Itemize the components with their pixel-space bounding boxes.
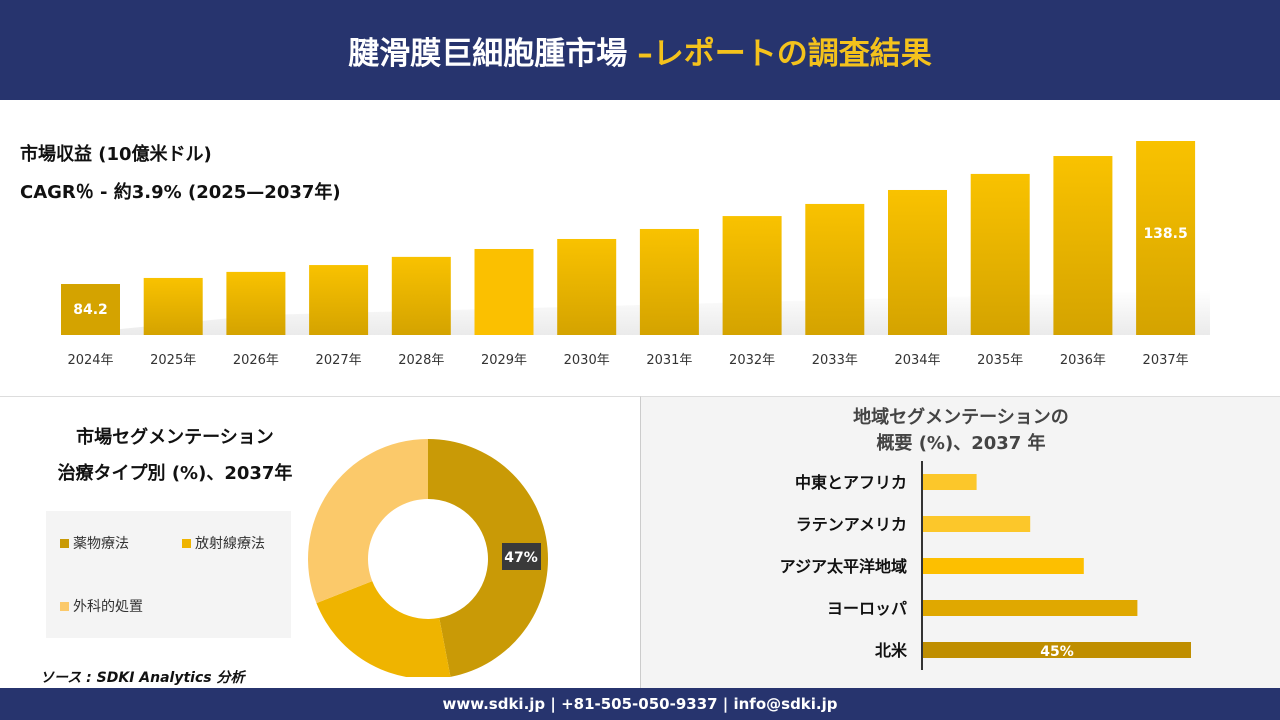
year-tick-label: 2037年 — [1143, 353, 1189, 368]
footer-contact: www.sdki.jp | +81-505-050-9337 | info@sd… — [0, 688, 1280, 720]
year-tick-label: 2028年 — [398, 353, 444, 368]
donut-slice — [316, 581, 451, 677]
legend-item: 放射線療法 — [182, 533, 265, 553]
revenue-bar — [143, 277, 203, 335]
region-label: 北米 — [875, 641, 908, 660]
region-label: アジア太平洋地域 — [780, 557, 907, 576]
year-tick-label: 2035年 — [977, 353, 1023, 368]
region-label: 中東とアフリカ — [795, 473, 907, 492]
year-tick-label: 2024年 — [67, 353, 113, 368]
year-tick-label: 2036年 — [1060, 353, 1106, 368]
legend-swatch — [182, 538, 191, 548]
year-tick-label: 2034年 — [894, 353, 940, 368]
revenue-bar — [61, 284, 120, 335]
region-label: ヨーロッパ — [827, 599, 907, 618]
segment-title-2: 治療タイプ別 (%)、2037年 — [57, 463, 293, 484]
year-tick-label: 2025年 — [150, 353, 196, 368]
region-bar — [923, 642, 1191, 658]
revenue-bar — [888, 189, 947, 335]
legend-item: 薬物療法 — [60, 533, 129, 553]
revenue-bar — [474, 248, 534, 335]
legend-item: 外科的処置 — [60, 596, 143, 616]
title-main: 腱滑膜巨細胞腫市場 — [348, 35, 628, 72]
revenue-bar — [309, 265, 369, 335]
legend-label: 外科的処置 — [73, 599, 143, 615]
revenue-label: 市場収益 (10億米ドル) — [20, 144, 212, 165]
revenue-bar — [226, 271, 286, 335]
treatment-donut-chart: 47% — [308, 439, 549, 677]
year-tick-label: 2029年 — [481, 353, 527, 368]
legend-swatch — [60, 601, 69, 611]
region-bar — [923, 516, 1031, 532]
bar-data-label: 138.5 — [1143, 226, 1187, 242]
region-title-1: 地域セグメンテーションの — [853, 407, 1069, 428]
revenue-bar — [970, 173, 1030, 335]
revenue-bar — [391, 256, 451, 335]
title-accent: –レポートの調査結果 — [637, 35, 932, 72]
region-bar — [923, 600, 1138, 616]
year-tick-label: 2031年 — [646, 353, 692, 368]
year-tick-label: 2027年 — [316, 353, 362, 368]
year-tick-label: 2026年 — [233, 353, 279, 368]
donut-slice — [428, 439, 549, 677]
revenue-bar — [1053, 156, 1113, 335]
revenue-bar — [722, 216, 782, 335]
data-label-box — [502, 543, 541, 570]
region-segment-panel: 地域セグメンテーションの 概要 (%)、2037 年 中東とアフリカ ラテンアメリ… — [640, 396, 1280, 688]
bar-data-label: 84.2 — [73, 302, 108, 318]
revenue-bar-chart: 2024年 84.2 2025年 2026年 2027年 2028年 2029年 2030年 2… — [61, 141, 1210, 368]
year-tick-label: 2030年 — [564, 353, 610, 368]
legend-swatch — [60, 538, 69, 548]
legend-label: 薬物療法 — [73, 536, 129, 552]
year-tick-label: 2033年 — [812, 353, 858, 368]
revenue-bar — [805, 203, 865, 335]
region-title-2: 概要 (%)、2037 年 — [876, 433, 1046, 454]
region-bar — [923, 474, 977, 490]
header-banner: 腱滑膜巨細胞腫市場 –レポートの調査結果 — [0, 0, 1280, 100]
segment-title-1: 市場セグメンテーション — [76, 427, 274, 448]
year-tick-label: 2032年 — [729, 353, 775, 368]
region-data-label: 45% — [1040, 644, 1074, 660]
region-label: ラテンアメリカ — [796, 515, 907, 534]
source-note: ソース : SDKI Analytics 分析 — [40, 670, 245, 686]
revenue-bar — [1136, 141, 1196, 335]
legend-label: 放射線療法 — [195, 536, 265, 552]
region-title: 地域セグメンテーションの 概要 (%)、2037 年 — [641, 405, 1280, 457]
cagr-label: CAGR％ - 約3.9% (2025—2037年) — [20, 182, 341, 203]
revenue-bar — [557, 238, 617, 335]
revenue-bar — [639, 228, 699, 335]
donut-slice — [308, 439, 428, 604]
region-bar — [923, 558, 1084, 574]
donut-legend: 薬物療法 放射線療法 外科的処置 — [46, 511, 291, 638]
treatment-segment-panel: 市場セグメンテーション 治療タイプ別 (%)、2037年 薬物療法 放射線療法 … — [0, 396, 640, 688]
donut-data-label: 47% — [504, 550, 538, 566]
